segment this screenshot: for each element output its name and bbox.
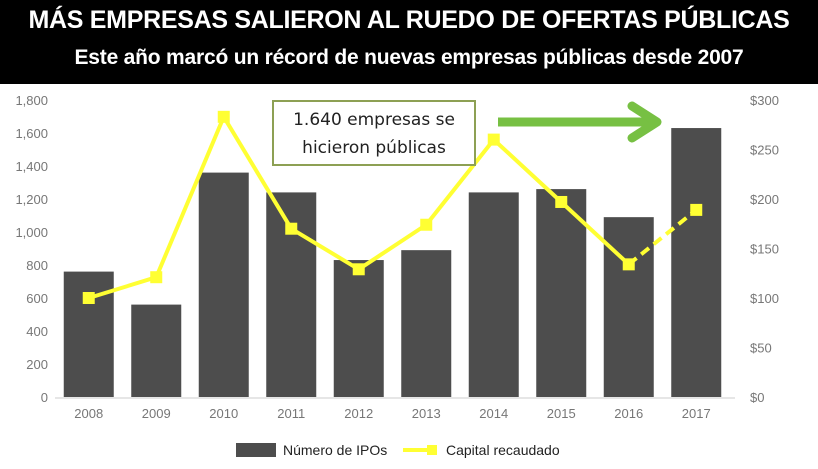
line-segment <box>357 223 428 271</box>
line-segment <box>559 200 631 266</box>
line-point-2008 <box>82 292 95 304</box>
y-left-tick-label: 1,200 <box>15 192 48 207</box>
y-right-tick-label: $150 <box>750 242 779 257</box>
line-segment <box>88 275 157 300</box>
bar-2009 <box>131 304 182 397</box>
bar-2016 <box>603 217 654 397</box>
y-left-tick-label: 200 <box>26 357 48 372</box>
y-right-tick-label: $0 <box>750 390 764 405</box>
header-banner: MÁS EMPRESAS SALIERON AL RUEDO DE OFERTA… <box>0 0 818 84</box>
legend-line-marker <box>427 445 437 455</box>
line-segment <box>290 226 360 272</box>
annotation-box: 1.640 empresas se hicieron públicas <box>272 100 476 166</box>
x-tick-label: 2012 <box>344 406 373 421</box>
y-right-tick-label: $200 <box>750 192 779 207</box>
x-tick-label: 2015 <box>547 406 576 421</box>
y-left-tick-label: 600 <box>26 291 48 306</box>
annotation-line-2: hicieron públicas <box>302 138 446 158</box>
bar-2013 <box>401 250 452 397</box>
y-left-tick-label: 800 <box>26 258 48 273</box>
x-tick-label: 2011 <box>277 406 305 421</box>
line-segment <box>222 115 293 230</box>
y-left-tick-label: 1,800 <box>15 93 48 108</box>
y-left-tick-label: 1,000 <box>15 225 48 240</box>
y-left-tick-label: 1,400 <box>15 159 48 174</box>
y-right-tick-label: $300 <box>750 93 779 108</box>
bar-2015 <box>536 189 587 397</box>
y-left-tick-label: 400 <box>26 324 48 339</box>
line-point-2012 <box>352 263 365 276</box>
bar-2010 <box>198 172 249 397</box>
bar-2012 <box>333 260 384 397</box>
chart-title: MÁS EMPRESAS SALIERON AL RUEDO DE OFERTA… <box>28 6 790 34</box>
y-left-tick-label: 0 <box>41 390 48 405</box>
x-tick-label: 2016 <box>614 406 643 421</box>
line-point-2011 <box>285 222 298 235</box>
line-point-2013 <box>420 218 433 231</box>
line-point-2017 <box>690 203 703 216</box>
y-right-tick-label: $100 <box>750 291 779 306</box>
x-tick-label: 2008 <box>74 406 103 421</box>
line-point-2015 <box>555 195 568 208</box>
line-segment <box>492 138 563 204</box>
line-segment <box>627 208 698 266</box>
y-right-tick-label: $50 <box>750 341 772 356</box>
x-tick-label: 2014 <box>479 406 508 421</box>
legend: Número de IPOs Capital recaudado <box>236 442 560 458</box>
line-segment <box>154 116 226 278</box>
legend-bar-swatch <box>236 443 276 457</box>
annotation-line-1: 1.640 empresas se <box>293 110 455 130</box>
line-point-2014 <box>487 133 500 146</box>
legend-label-capital: Capital recaudado <box>446 442 560 458</box>
chart-subtitle: Este año marcó un récord de nuevas empre… <box>74 46 744 69</box>
bar-2014 <box>468 192 519 397</box>
y-right-tick-label: $250 <box>750 143 779 158</box>
x-tick-label: 2017 <box>682 406 711 421</box>
x-tick-label: 2013 <box>412 406 441 421</box>
line-point-2016 <box>622 258 635 271</box>
legend-label-ipos: Número de IPOs <box>283 442 387 458</box>
line-point-2010 <box>217 110 230 123</box>
arrow-icon <box>498 101 662 143</box>
y-left-tick-label: 1,600 <box>15 126 48 141</box>
x-tick-label: 2009 <box>142 406 171 421</box>
line-segment <box>424 138 496 226</box>
bar-2008 <box>63 271 114 397</box>
line-point-2009 <box>150 271 163 284</box>
x-tick-label: 2010 <box>209 406 238 421</box>
bar-2017 <box>671 128 722 398</box>
